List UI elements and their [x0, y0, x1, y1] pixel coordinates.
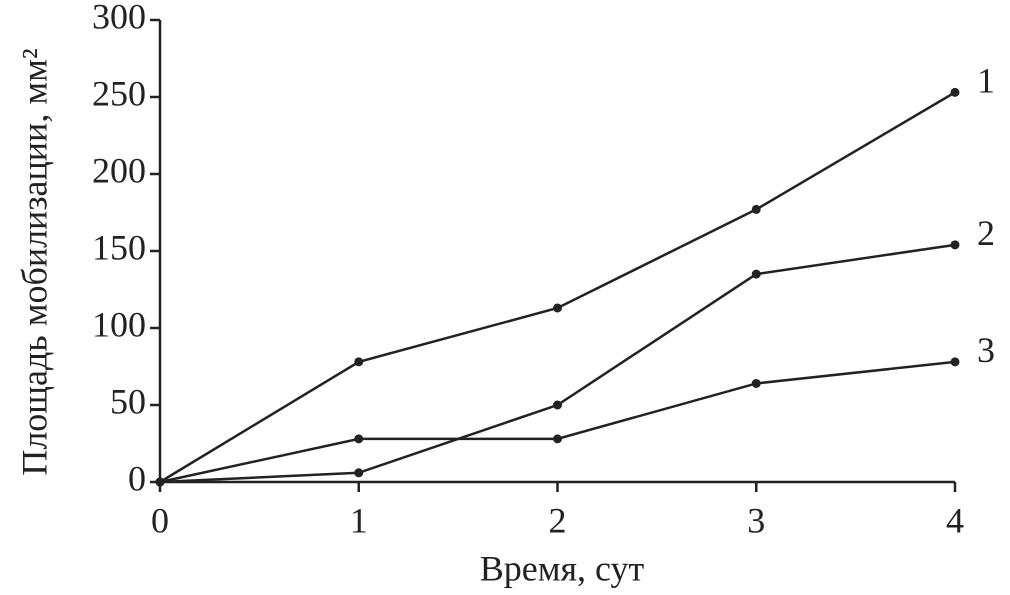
y-tick-label: 0 [128, 458, 146, 498]
series-label: 2 [977, 213, 995, 253]
data-point [354, 357, 364, 367]
data-point [155, 477, 165, 487]
data-point [751, 378, 761, 388]
y-tick-label: 50 [110, 381, 146, 421]
x-tick-label: 0 [151, 500, 169, 540]
data-point [354, 468, 364, 478]
y-tick-label: 250 [92, 73, 146, 113]
data-point [950, 240, 960, 250]
series-line [159, 360, 956, 484]
data-point [553, 303, 562, 313]
y-axis-label: Площадь мобилизации, мм² [14, 48, 54, 475]
data-point [950, 87, 960, 97]
data-point [354, 434, 364, 444]
data-point [751, 269, 761, 279]
series-line [159, 91, 956, 484]
x-tick-label: 1 [350, 500, 368, 540]
data-point [553, 400, 562, 410]
y-tick-label: 200 [92, 150, 146, 190]
x-tick-label: 4 [946, 500, 964, 540]
data-point [751, 204, 761, 214]
data-point [950, 357, 960, 367]
y-tick-label: 150 [92, 227, 146, 267]
y-tick-label: 100 [92, 304, 146, 344]
series-label: 1 [977, 61, 995, 101]
y-tick-label: 300 [92, 0, 146, 36]
x-axis-label: Время, сут [480, 548, 645, 588]
series-line [159, 243, 956, 484]
x-tick-label: 2 [549, 500, 567, 540]
series-label: 3 [977, 330, 995, 370]
x-tick-label: 3 [747, 500, 765, 540]
data-point [553, 434, 562, 444]
